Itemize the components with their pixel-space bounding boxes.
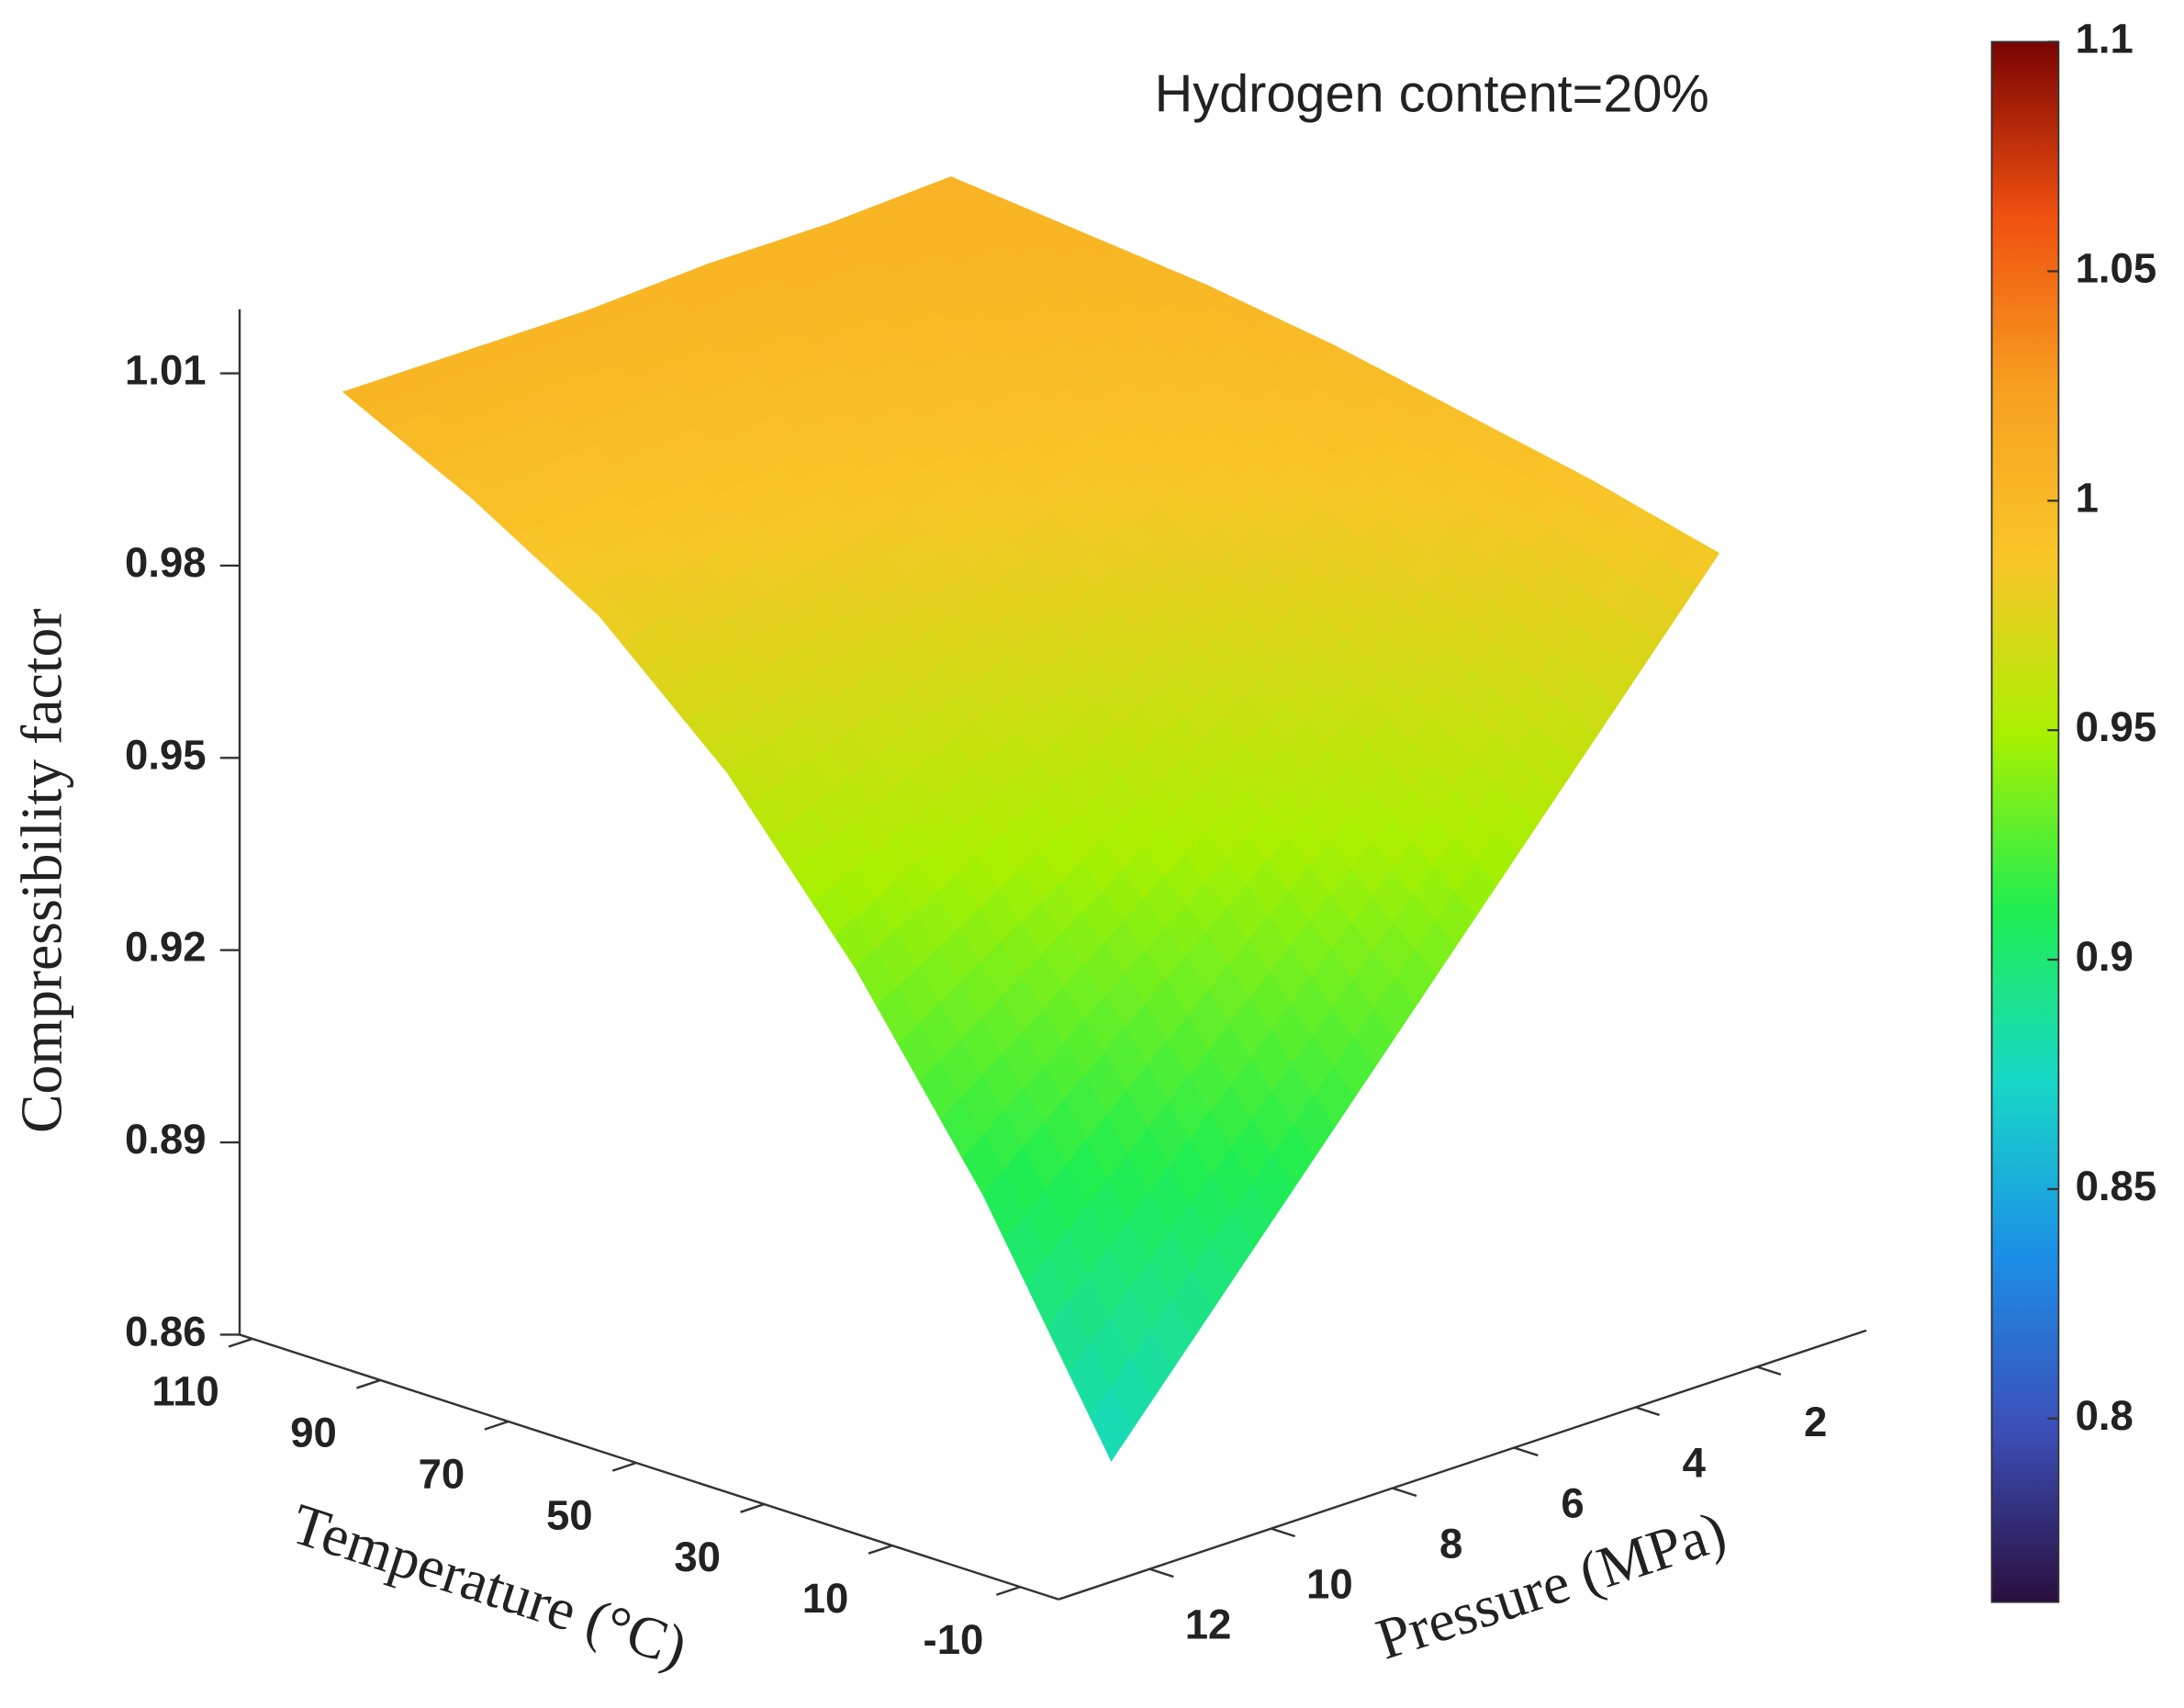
y-tick-label: 10 (1306, 1560, 1353, 1607)
surface-cell (706, 223, 959, 339)
x-tick-label: 70 (419, 1451, 465, 1498)
surface-cell (976, 745, 1227, 1053)
surface-cell (464, 310, 716, 445)
y-tick-label: 8 (1439, 1520, 1462, 1567)
z-tick-label: 0.86 (125, 1308, 207, 1354)
x-tick (228, 1337, 253, 1348)
x-tick (995, 1586, 1021, 1596)
z-axis-label: Compressibility factor (8, 608, 73, 1132)
y-tick (1271, 1527, 1296, 1538)
colorbar-tick-label: 0.8 (2076, 1392, 2134, 1439)
y-axis (1058, 1329, 1867, 1601)
surface-cell (1225, 765, 1477, 1099)
z-tick-label: 1.01 (125, 347, 207, 394)
surface-cell (591, 389, 844, 551)
surface-cell (962, 350, 1215, 518)
x-tick (740, 1502, 765, 1513)
colorbar-tick-label: 0.95 (2076, 703, 2157, 750)
y-axis-label: Pressure (MPa) (1369, 1498, 1733, 1671)
surface-cell (1103, 907, 1355, 1281)
x-tick (868, 1544, 893, 1555)
surface-cell (982, 1051, 1234, 1462)
y-tick-label: 12 (1185, 1601, 1232, 1647)
z-tick-label: 0.95 (125, 731, 207, 778)
surface-cell (470, 443, 722, 617)
x-tick-label: 30 (674, 1534, 721, 1580)
x-tick (356, 1378, 381, 1389)
y-tick (1392, 1487, 1417, 1498)
y-tick (1513, 1446, 1539, 1457)
x-tick-label: 110 (151, 1368, 218, 1415)
y-tick-label: 2 (1804, 1399, 1827, 1445)
y-tick (1148, 1568, 1174, 1579)
z-tick-label: 0.89 (125, 1116, 207, 1163)
colorbar-tick-label: 1 (2076, 474, 2099, 521)
surface-patch (982, 1169, 1026, 1241)
surface-cell (712, 337, 966, 485)
surface-cell (841, 416, 1093, 603)
x-tick (484, 1420, 510, 1431)
surface-cell (720, 482, 972, 689)
z-tick-label: 0.92 (125, 924, 207, 971)
surface-patch (726, 757, 770, 806)
x-tick-label: 90 (290, 1410, 337, 1456)
colorbar-tick-label: 0.85 (2076, 1163, 2157, 1209)
surface-cell (1212, 344, 1464, 525)
colorbar-tick-label: 0.9 (2076, 933, 2134, 980)
chart-title: Hydrogen content=20% (1155, 64, 1709, 123)
surface-cell (726, 686, 978, 969)
surface-cell (854, 855, 1106, 1197)
colorbar (1990, 40, 2060, 1603)
surface-cell (1097, 634, 1350, 910)
x-tick-label: 10 (802, 1575, 849, 1622)
surface-cell (585, 264, 838, 392)
surface-cell (342, 351, 595, 499)
y-tick-label: 4 (1683, 1439, 1707, 1486)
surface-cell (1468, 478, 1720, 736)
x-tick (611, 1461, 637, 1472)
surface-cell (834, 284, 1087, 419)
surface-cell (598, 548, 850, 774)
colorbar-tick-label: 1.05 (2076, 244, 2157, 291)
colorbar-tick-label: 1.1 (2076, 16, 2134, 62)
y-tick (1756, 1365, 1782, 1377)
surface-patch (854, 948, 898, 1007)
surface-cell (1218, 523, 1471, 768)
x-axis (239, 1333, 1059, 1601)
x-tick-label: -10 (924, 1616, 984, 1663)
x-axis-label: Temperature (°C) (285, 1490, 695, 1680)
surface-cell (1083, 285, 1337, 433)
surface-patch (598, 603, 643, 643)
z-tick-label: 0.98 (125, 539, 207, 586)
x-tick-label: 50 (546, 1492, 593, 1539)
surface-patch (470, 488, 515, 519)
surface-patch (342, 384, 386, 410)
y-tick (1635, 1406, 1660, 1417)
y-tick-label: 6 (1561, 1479, 1584, 1526)
surface-cell (1347, 622, 1598, 917)
